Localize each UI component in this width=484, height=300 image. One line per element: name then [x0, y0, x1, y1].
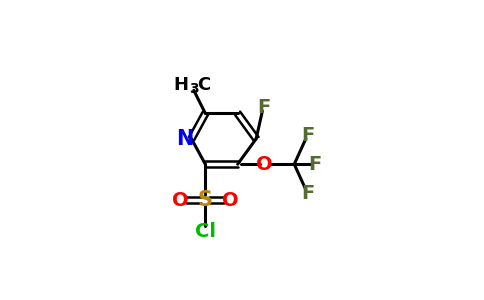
- Text: O: O: [223, 190, 239, 209]
- Text: F: F: [308, 155, 322, 174]
- Text: F: F: [257, 98, 271, 117]
- Text: 3: 3: [189, 82, 198, 96]
- Text: H: H: [173, 76, 188, 94]
- Text: O: O: [172, 190, 188, 209]
- Text: S: S: [198, 190, 213, 210]
- Text: N: N: [176, 129, 194, 149]
- Text: F: F: [302, 126, 315, 145]
- Text: F: F: [302, 184, 315, 202]
- Text: O: O: [256, 155, 272, 174]
- Text: Cl: Cl: [195, 222, 216, 241]
- Text: C: C: [197, 76, 210, 94]
